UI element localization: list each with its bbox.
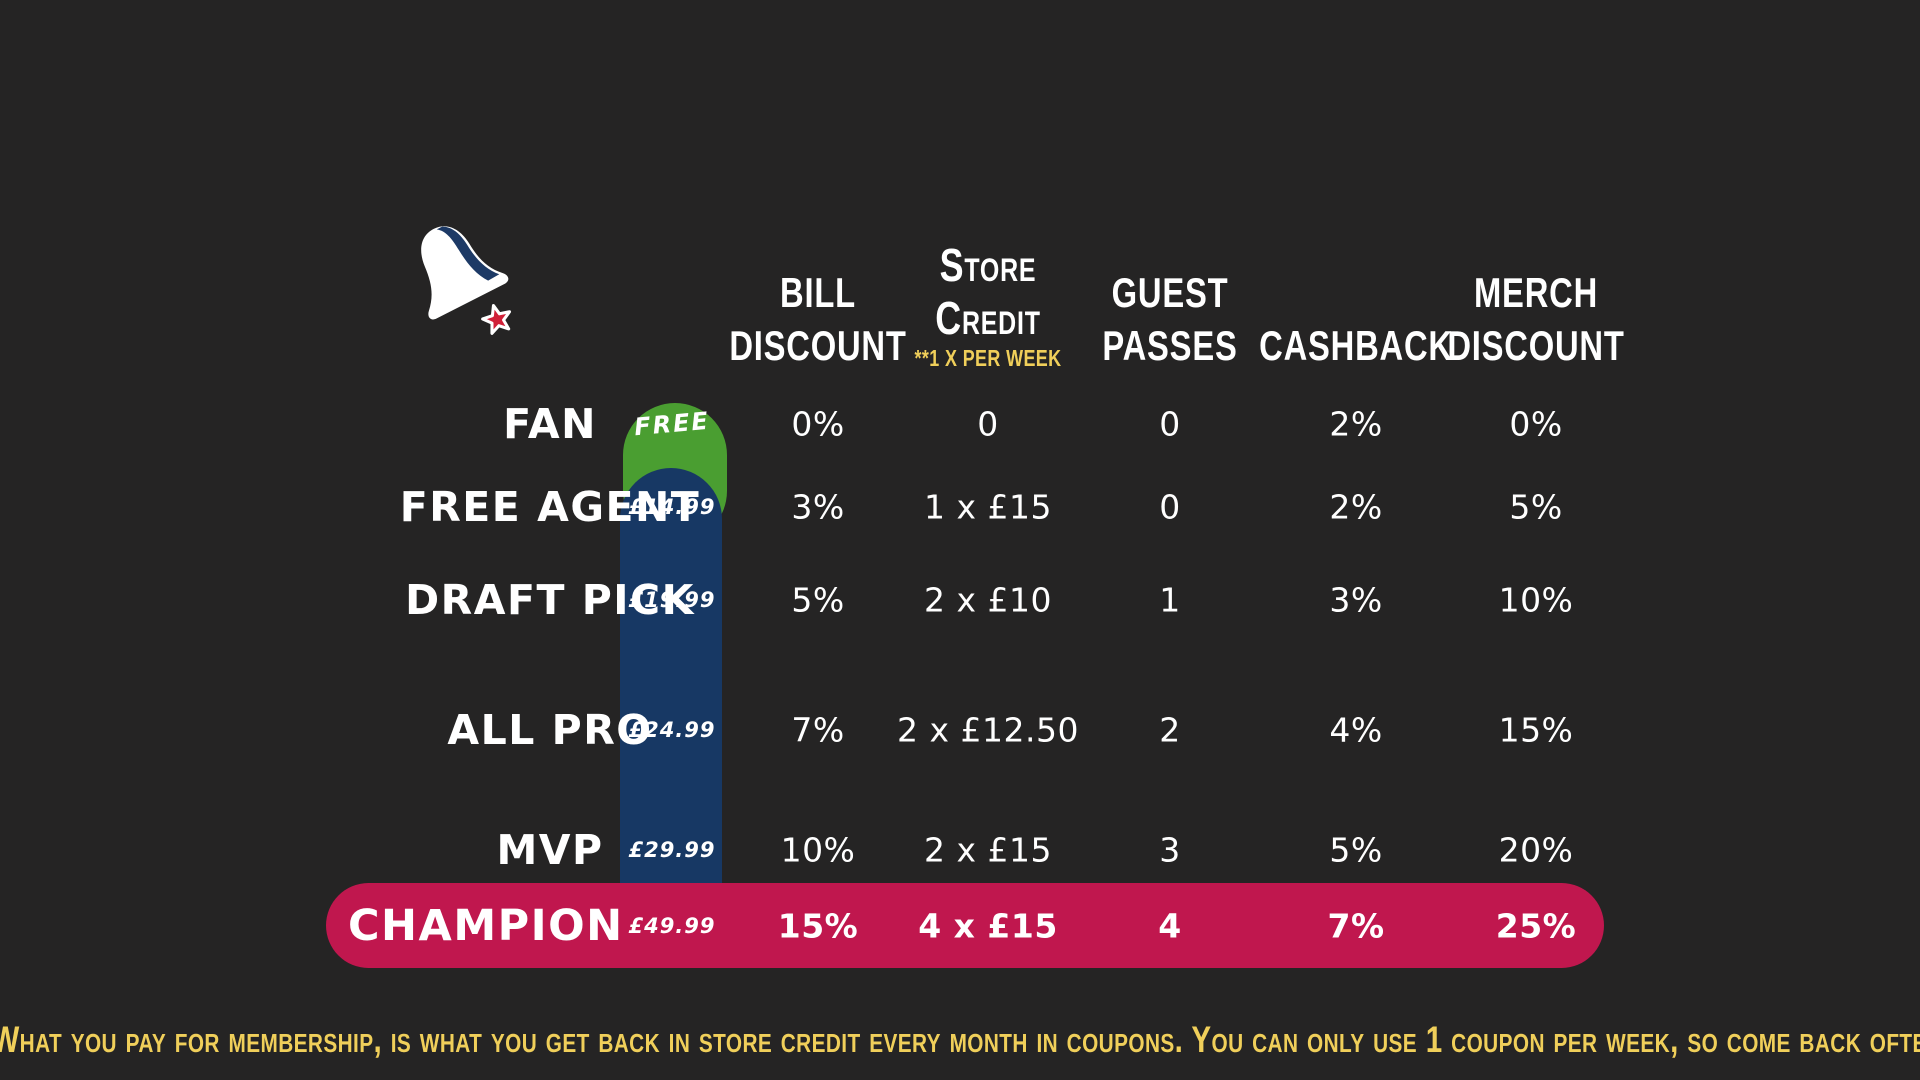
value-cell-store-credit: 0	[977, 404, 999, 444]
header-line: DISCOUNT	[1447, 322, 1625, 369]
header-line: PASSES	[1102, 322, 1238, 369]
header-line: MERCH	[1473, 269, 1599, 316]
value-cell-bill-discount: 5%	[791, 580, 845, 620]
value-cell-cashback: 7%	[1327, 906, 1385, 946]
tier-price: £24.99	[628, 718, 716, 742]
header-line: CASHBACK	[1259, 322, 1453, 369]
column-header-store-credit: Store Credit **1 X PER WEEK	[914, 239, 1061, 371]
value-cell-store-credit: 1 x £15	[924, 487, 1052, 527]
value-cell-cashback: 2%	[1329, 404, 1383, 444]
tier-label: DRAFT PICK	[405, 576, 695, 624]
value-cell-guest-passes: 0	[1159, 487, 1181, 527]
value-cell-store-credit: 2 x £12.50	[897, 710, 1079, 750]
value-cell-cashback: 5%	[1329, 830, 1383, 870]
tier-label: CHAMPION	[348, 901, 624, 951]
value-cell-merch-discount: 25%	[1495, 906, 1577, 946]
tier-price: £49.99	[628, 914, 716, 938]
value-cell-cashback: 4%	[1329, 710, 1383, 750]
store-credit-frequency-note: **1 X PER WEEK	[914, 345, 1062, 371]
bell-shape	[421, 226, 509, 320]
tier-price: £19.99	[628, 588, 716, 612]
value-cell-merch-discount: 15%	[1498, 710, 1574, 750]
value-cell-store-credit: 4 x £15	[918, 906, 1058, 946]
value-cell-store-credit: 2 x £10	[924, 580, 1052, 620]
value-cell-bill-discount: 3%	[791, 487, 845, 527]
column-header-bill-discount: BILL DISCOUNT	[729, 240, 906, 369]
value-cell-guest-passes: 2	[1159, 710, 1181, 750]
column-header-cashback: CASHBACK	[1259, 240, 1453, 369]
value-cell-merch-discount: 5%	[1509, 487, 1563, 527]
value-cell-bill-discount: 15%	[777, 906, 859, 946]
value-cell-store-credit: 2 x £15	[924, 830, 1052, 870]
tier-label: ALL PRO	[447, 706, 653, 754]
value-cell-cashback: 3%	[1329, 580, 1383, 620]
value-cell-guest-passes: 0	[1159, 404, 1181, 444]
star-icon	[481, 304, 512, 335]
value-cell-bill-discount: 10%	[780, 830, 856, 870]
store-credit-footnote: **What you pay for membership, is what y…	[0, 1019, 1920, 1060]
bell-logo	[421, 226, 512, 335]
header-line: Credit	[935, 292, 1041, 344]
value-cell-merch-discount: 20%	[1498, 830, 1574, 870]
value-cell-cashback: 2%	[1329, 487, 1383, 527]
tier-label: MVP	[496, 826, 604, 874]
value-cell-guest-passes: 3	[1159, 830, 1181, 870]
column-header-guest-passes: GUEST PASSES	[1102, 240, 1237, 369]
header-line: BILL	[780, 269, 856, 316]
tier-price: £14.99	[628, 495, 716, 519]
column-header-merch-discount: MERCH DISCOUNT	[1447, 240, 1624, 369]
header-line: DISCOUNT	[729, 322, 907, 369]
paid-tiers-pill	[620, 468, 722, 908]
value-cell-guest-passes: 4	[1158, 906, 1182, 946]
tier-label: FAN	[503, 400, 597, 448]
value-cell-bill-discount: 7%	[791, 710, 845, 750]
value-cell-bill-discount: 0%	[791, 404, 845, 444]
tier-label: FREE AGENT	[399, 483, 701, 531]
value-cell-guest-passes: 1	[1159, 580, 1181, 620]
header-line: GUEST	[1111, 269, 1229, 316]
value-cell-merch-discount: 0%	[1509, 404, 1563, 444]
header-line: Store	[939, 239, 1037, 291]
tier-price: £29.99	[628, 838, 716, 862]
value-cell-merch-discount: 10%	[1498, 580, 1574, 620]
champion-tier-band	[326, 883, 1604, 968]
